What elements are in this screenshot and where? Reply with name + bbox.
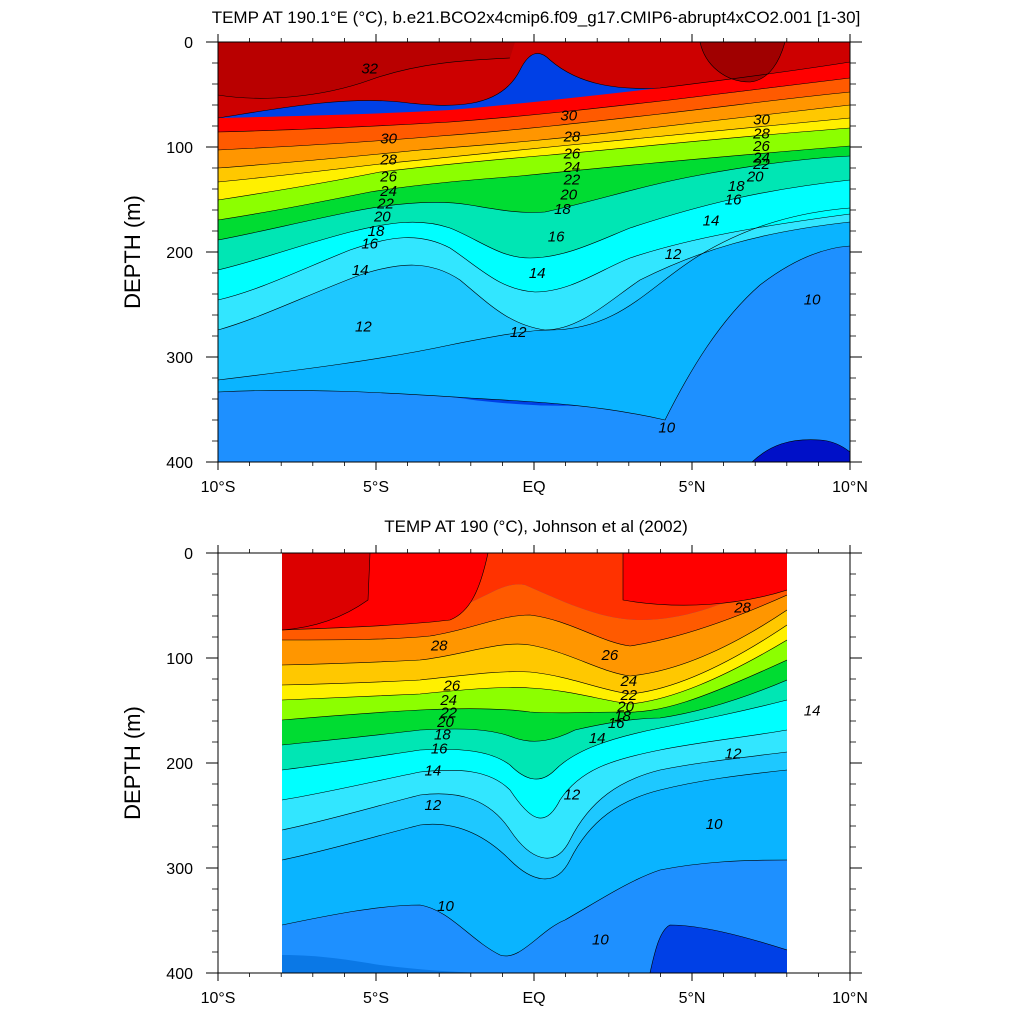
isotherm-label: 24 <box>379 183 397 200</box>
isotherm-label: 28 <box>379 152 397 169</box>
isotherm-label: 24 <box>752 150 770 167</box>
isotherm-label: 10 <box>804 291 821 308</box>
isotherm-label: 30 <box>560 108 577 125</box>
isotherm-label: 18 <box>554 201 571 218</box>
isotherm-label: 22 <box>619 687 637 704</box>
isotherm-label: 24 <box>563 159 581 176</box>
isotherm-label: 14 <box>425 762 442 779</box>
isotherm-label: 18 <box>614 708 631 725</box>
isotherm-label: 10 <box>706 816 723 833</box>
isotherm-label: 10 <box>592 931 609 948</box>
isotherm-label: 20 <box>616 698 634 715</box>
contour-fill-model <box>218 42 850 462</box>
isotherm-label: 22 <box>439 705 457 722</box>
isotherm-label: 12 <box>564 787 581 804</box>
isotherm-label: 12 <box>725 746 742 763</box>
y-tick-label: 300 <box>166 861 193 878</box>
y-axis-label-observed: DEPTH (m) <box>120 706 145 820</box>
isotherm-label: 28 <box>563 129 581 146</box>
axes-model: 10°S 5°S EQ 5°N 10°N 0 100 200 300 400 <box>166 34 868 496</box>
x-tick-label: 5°N <box>679 479 706 496</box>
isotherm-label: 14 <box>804 703 821 720</box>
x-tick-label: 10°N <box>832 479 868 496</box>
isotherm-label: 28 <box>430 637 448 654</box>
isotherm-label: 14 <box>352 262 369 279</box>
panel-model: TEMP AT 190.1°E (°C), b.e21.BCO2x4cmip6.… <box>120 8 868 496</box>
isotherm-label: 22 <box>563 172 581 189</box>
isotherm-label: 20 <box>373 208 391 225</box>
x-tick-label: EQ <box>522 479 545 496</box>
panel-title-observed: TEMP AT 190 (°C), Johnson et al (2002) <box>384 517 688 536</box>
isotherm-label: 10 <box>437 898 454 915</box>
isotherm-label: 16 <box>431 740 448 757</box>
isotherm-label: 18 <box>368 223 385 240</box>
isotherm-label: 18 <box>728 178 745 195</box>
isotherm-label: 14 <box>529 265 546 282</box>
y-tick-label: 100 <box>166 651 193 668</box>
x-tick-label: 10°S <box>201 479 236 496</box>
isotherm-label: 26 <box>563 145 581 162</box>
isotherm-label: 26 <box>379 168 397 185</box>
axes-observed: 10°S 5°S EQ 5°N 10°N 0 100 200 300 400 <box>166 545 868 1007</box>
panel-title-model: TEMP AT 190.1°E (°C), b.e21.BCO2x4cmip6.… <box>212 8 861 27</box>
isotherm-label: 28 <box>733 600 751 617</box>
x-tick-label: EQ <box>522 990 545 1007</box>
isotherm-label: 14 <box>703 213 720 230</box>
x-tick-label: 5°S <box>363 479 389 496</box>
isotherm-label: 22 <box>752 156 770 173</box>
panel-observed: TEMP AT 190 (°C), Johnson et al (2002) D… <box>120 517 868 1007</box>
isotherm-label: 24 <box>439 692 457 709</box>
isotherm-label: 12 <box>665 246 682 263</box>
y-tick-label: 400 <box>166 455 193 472</box>
y-tick-label: 0 <box>184 35 193 52</box>
isotherm-label: 26 <box>752 138 770 155</box>
contour-fill-observed <box>282 553 787 973</box>
isotherm-label: 20 <box>746 168 764 185</box>
isotherm-label: 32 <box>361 60 378 77</box>
isotherm-label: 30 <box>380 131 397 148</box>
x-tick-label: 5°S <box>363 990 389 1007</box>
isotherm-label: 14 <box>589 730 606 747</box>
isotherm-label: 30 <box>753 112 770 129</box>
isotherm-label: 16 <box>608 715 625 732</box>
isotherm-label: 12 <box>510 324 527 341</box>
y-tick-label: 200 <box>166 245 193 262</box>
isotherm-label: 18 <box>434 727 451 744</box>
isotherm-label: 16 <box>725 192 742 209</box>
isotherm-label: 22 <box>376 196 394 213</box>
isotherm-labels-observed: 2826242220181614121028262422201816141212… <box>425 600 821 949</box>
isotherm-label: 12 <box>425 797 442 814</box>
y-tick-label: 200 <box>166 756 193 773</box>
isotherm-label: 28 <box>752 125 770 142</box>
isotherm-label: 10 <box>658 419 675 436</box>
isotherm-label: 16 <box>361 236 378 253</box>
isotherm-label: 20 <box>436 714 454 731</box>
isotherm-label: 24 <box>619 673 637 690</box>
isotherm-label: 26 <box>600 647 618 664</box>
y-tick-label: 400 <box>166 966 193 983</box>
y-tick-label: 300 <box>166 350 193 367</box>
isotherm-label: 12 <box>355 319 372 336</box>
y-axis-label-model: DEPTH (m) <box>120 195 145 309</box>
x-tick-label: 10°S <box>201 990 236 1007</box>
isotherm-label: 16 <box>548 228 565 245</box>
x-tick-label: 10°N <box>832 990 868 1007</box>
isotherm-label: 20 <box>559 186 577 203</box>
x-tick-label: 5°N <box>679 990 706 1007</box>
isotherm-labels-model: 3230282624222018161412302826242220181614… <box>352 60 821 436</box>
y-tick-label: 0 <box>184 546 193 563</box>
isotherm-label: 26 <box>442 677 460 694</box>
y-tick-label: 100 <box>166 140 193 157</box>
